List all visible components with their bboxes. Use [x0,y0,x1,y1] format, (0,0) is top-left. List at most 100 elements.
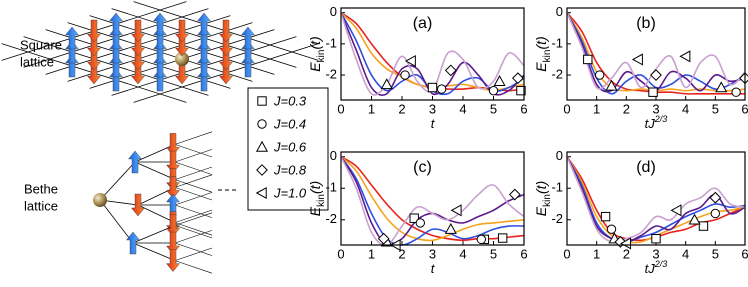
marker [650,69,662,81]
marker [648,87,658,97]
tree-bond [174,149,213,163]
y-label-tail: (t) [307,181,323,194]
diagram-label: Bethe [24,181,58,196]
legend-label: J=0.3 [273,93,307,108]
legend-label: J=0.8 [273,162,307,177]
data-line [340,156,525,246]
spin-up-arrow [153,26,167,50]
marker [436,84,447,94]
tree-bond [99,199,134,244]
data-line [566,156,746,243]
marker [600,211,611,222]
tree-bond [174,247,213,261]
marker [508,188,521,201]
marker [404,54,416,68]
y-label-sub: kin [542,194,553,207]
tree-bond [174,187,213,201]
y-tick-label: -2 [325,66,337,81]
y-label-text: E [307,62,323,72]
y-axis-label: Ekin(t) [533,181,553,216]
marker [606,224,617,234]
y-tick-label: 0 [330,4,337,19]
marker [493,75,506,86]
x-tick-label: 6 [520,101,527,116]
panel-label: (c) [413,159,432,176]
marker [377,232,390,245]
tree-bond [174,144,213,158]
marker [698,221,709,231]
spin-up-arrow [153,54,167,78]
y-tick-label: -1 [551,180,563,195]
x-tick-label: 3 [652,246,659,261]
plot-frame [566,151,746,246]
diagram-label: lattice [20,54,54,69]
hole [93,193,107,207]
spin-up-arrow [197,12,211,36]
spin-up-arrow [197,40,211,64]
x-axis-label: t [431,116,436,131]
spin-down-arrow [166,214,180,237]
x-tick-label: 0 [563,101,570,116]
spin-up-arrow [65,40,79,64]
x-tick-label: 5 [490,101,497,116]
marker [731,87,741,97]
tree-bond [174,209,213,223]
x-axis-label: tJ2/3 [645,259,668,276]
spin-down-arrow [131,19,145,43]
marker [497,233,508,243]
marker [739,72,748,85]
data-line [340,12,525,92]
y-axis-label: Ekin(t) [533,36,553,71]
hole [175,52,189,66]
y-tick-label: -2 [325,211,337,226]
y-tick-label: 0 [556,148,563,163]
x-label-text: t [431,261,436,276]
spin-down-arrow [166,249,180,272]
spin-up-arrow [241,54,255,78]
spin-up-arrow [241,26,255,50]
x-tick-label: 3 [429,101,436,116]
x-tick-label: 0 [563,246,570,261]
x-tick-label: 1 [368,246,375,261]
y-axis-label: Ekin(t) [307,181,327,216]
y-label-text: E [533,62,549,72]
x-tick-label: 6 [520,246,527,261]
tree-bond [174,131,213,145]
tree-bond [174,212,213,226]
marker [715,81,728,93]
x-axis-label: t [431,261,436,276]
panel-label: (b) [636,15,656,32]
tree-bond [174,166,213,180]
spin-up-arrow [153,40,167,64]
x-tick-label: 2 [398,101,405,116]
panel-label: (a) [413,15,433,32]
marker [583,54,593,65]
spin-up-arrow [109,54,123,78]
marker [427,82,438,93]
marker [709,191,722,204]
tree-bond [174,192,213,206]
y-tick-label: 0 [330,148,337,163]
tree-bond [174,161,213,175]
tree-bond [174,230,213,244]
tree-bond [137,204,176,223]
spin-up-arrow [197,26,211,50]
y-label-sub: kin [542,50,553,63]
marker [257,119,267,129]
marker [444,223,457,234]
marker [651,233,661,244]
tree-bond [174,179,213,193]
marker [631,53,643,66]
x-tick-label: 4 [682,246,689,261]
spin-down-arrow [166,150,180,174]
y-tick-label: -2 [551,66,563,81]
spin-up-arrow [197,54,211,78]
diagram-label: lattice [24,198,58,213]
x-tick-label: 5 [712,101,719,116]
marker [400,70,410,80]
y-tick-label: -1 [325,35,337,50]
legend-label: J=1.0 [273,185,307,200]
tree-bond [134,144,176,163]
y-label-text: E [307,206,323,216]
